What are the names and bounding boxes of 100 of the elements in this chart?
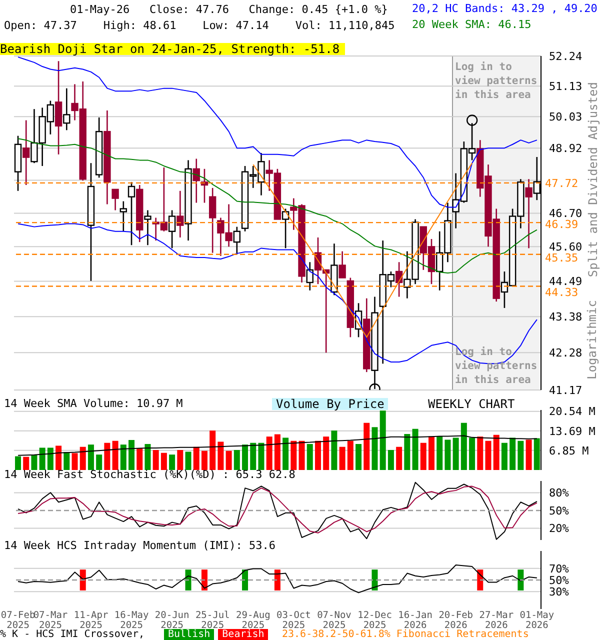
bar	[31, 454, 38, 470]
bar	[444, 440, 451, 470]
chart-title: 14 Week HCS Intraday Momentum (IMI): 53.6	[4, 539, 276, 552]
bar	[72, 453, 78, 470]
bar	[452, 438, 459, 470]
bar	[104, 442, 110, 470]
text: Logarithmic	[585, 300, 599, 380]
bar	[526, 440, 532, 470]
bar	[234, 450, 240, 470]
candlestick	[176, 190, 184, 238]
bar	[396, 446, 402, 470]
x-tick-label: 11-Apr 2025	[74, 610, 108, 631]
x-tick-label: 03-Oct 2025	[276, 610, 311, 631]
y-tick-label: 6.85 M	[549, 444, 590, 458]
bar	[372, 427, 378, 470]
bar	[160, 452, 167, 470]
annotation: Volume By Price	[272, 397, 388, 411]
candlestick	[144, 210, 152, 246]
text: % K - HCS IMI Crossover,	[0, 629, 144, 640]
bar	[177, 450, 184, 470]
bar	[152, 450, 159, 470]
y-tick-label: 13.69 M	[549, 424, 596, 438]
y-tick-label: 50%	[549, 504, 570, 518]
bar	[436, 436, 443, 470]
candlestick	[306, 261, 314, 292]
bar	[47, 448, 54, 470]
bar	[469, 438, 476, 470]
bar	[428, 436, 434, 470]
bar	[290, 440, 297, 470]
candlestick	[168, 210, 176, 249]
candlestick	[208, 187, 216, 254]
candlestick	[338, 250, 346, 278]
candlestick	[525, 178, 532, 249]
bar	[201, 450, 208, 470]
text: 23.6-38.2-50-61.8% Fibonacci Retracements	[282, 629, 529, 640]
bar	[88, 444, 94, 470]
x-tick-label: 07-Feb 2025	[0, 610, 36, 631]
bar	[193, 446, 200, 470]
bar	[96, 454, 102, 470]
line-series	[18, 482, 538, 540]
bar	[144, 444, 151, 470]
bar	[64, 452, 70, 470]
chart-title: 14 Week SMA Volume: 10.97 M	[4, 397, 183, 410]
bar	[388, 450, 394, 470]
bar	[298, 440, 305, 470]
text: Bearish Doji Star on 24-Jan-25, Strength: -51.8	[0, 42, 345, 56]
y-tick-label: 20.54 M	[549, 405, 596, 418]
x-tick-label: 01-May 2026	[520, 610, 554, 631]
y-tick-label: 43.38	[549, 310, 582, 324]
bar	[258, 442, 264, 470]
ref-line-label: 44.33	[545, 286, 578, 300]
y-tick-label: 42.28	[549, 346, 582, 360]
bar	[306, 444, 313, 470]
y-tick-label: 48.92	[549, 142, 582, 155]
candlestick	[22, 120, 30, 186]
y-tick-label: 46.70	[549, 207, 582, 220]
ref-line-label: 45.35	[545, 252, 578, 265]
bar	[23, 456, 30, 470]
y-tick-label: 50.03	[549, 110, 582, 124]
bar	[112, 440, 118, 470]
candlestick	[128, 181, 136, 246]
candlestick	[233, 226, 241, 256]
line-series	[18, 435, 538, 456]
bar	[412, 428, 418, 470]
y-tick-label: 30%	[549, 586, 570, 599]
x-tick-label: 27-Mar 2026	[479, 610, 514, 631]
x-tick-label: 07-Mar 2025	[33, 610, 68, 631]
candlestick	[54, 60, 62, 156]
bar	[314, 440, 321, 470]
bar	[339, 446, 346, 470]
bar	[80, 446, 86, 470]
annotation: WEEKLY CHART	[428, 397, 515, 411]
line-series	[18, 564, 538, 594]
line-series	[18, 486, 538, 534]
ref-line-label: 47.72	[545, 176, 578, 190]
bar	[15, 456, 21, 470]
annotation: Log in to view patterns in this area	[455, 60, 538, 102]
y-tick-label: 51.13	[549, 80, 582, 94]
y-axis-title: Split and Dividend Adjusted	[586, 82, 600, 278]
candlestick	[63, 88, 70, 131]
bar	[242, 444, 248, 470]
bar	[404, 434, 410, 470]
y-tick-label: 41.17	[549, 384, 582, 397]
bar	[120, 444, 126, 470]
chart-title: 01-May-26 Close: 47.76 Change: 0.45 {+1.0 %}	[70, 3, 388, 16]
candlestick	[112, 188, 119, 211]
bar	[460, 422, 467, 470]
line-series	[18, 138, 538, 274]
bar	[169, 454, 176, 470]
bar	[380, 410, 386, 470]
bar	[420, 442, 426, 470]
bar	[274, 434, 280, 470]
bar	[501, 442, 508, 470]
bar	[493, 434, 500, 470]
y-tick-label: 45.60	[549, 240, 582, 254]
text: Bullish	[164, 629, 214, 640]
candlestick	[120, 200, 127, 232]
x-tick-label: 16-May 2025	[114, 610, 149, 631]
chart-title: 14 Week Fast Stochastic (%K)(%D) : 65.3 62.8	[4, 468, 296, 481]
candlestick	[282, 208, 290, 249]
